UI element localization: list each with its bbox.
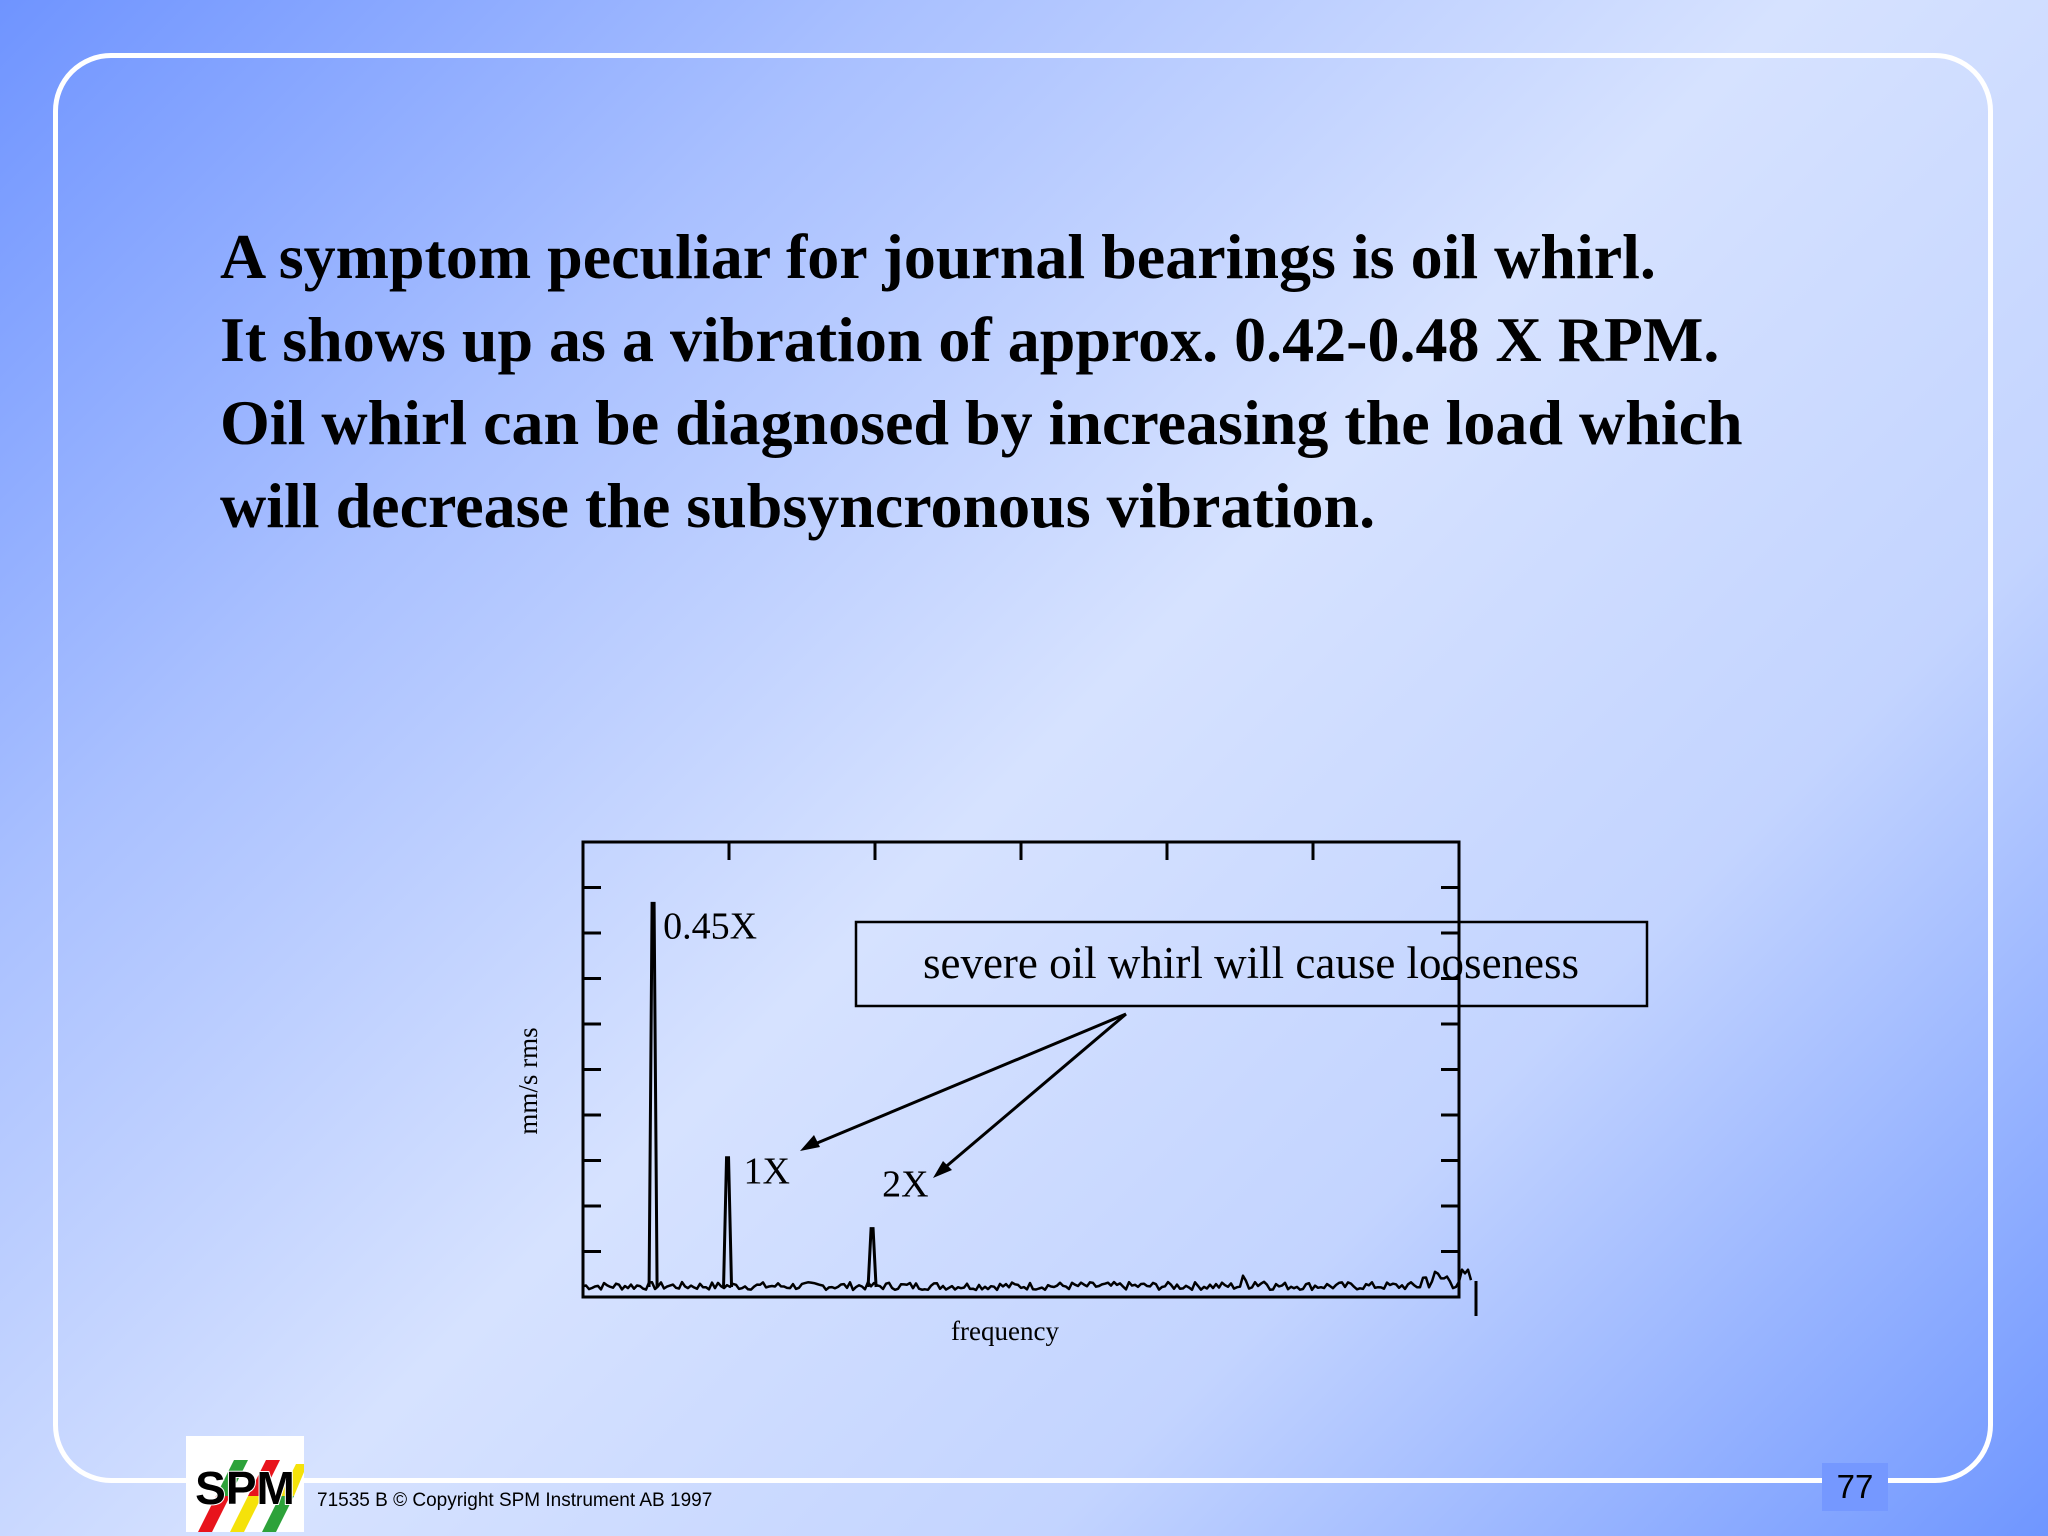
- slide-frame: [53, 53, 1993, 1483]
- annotation-arrows: [800, 1012, 1127, 1178]
- peak-lines: [647, 901, 878, 1288]
- annotation-text: severe oil whirl will cause looseness: [923, 938, 1579, 988]
- logo-text: SPM: [195, 1462, 295, 1514]
- axis-ticks: [583, 842, 1461, 1253]
- annotation-box: [854, 920, 1649, 1008]
- peak-label-1X: 1X: [744, 1151, 790, 1193]
- peak-labels: 0.45X 1X 2X: [663, 905, 928, 1205]
- title-line-1: A symptom peculiar for journal bearings …: [220, 221, 1656, 292]
- peak-0.45X: [647, 901, 659, 1288]
- spm-logo: SPM: [186, 1436, 304, 1532]
- spectrum-noise-line: [581, 1268, 1473, 1292]
- x-axis-label: frequency: [951, 1316, 1059, 1346]
- title-line-4: will decrease the subsyncronous vibratio…: [220, 470, 1376, 541]
- peak-2X: [866, 1227, 878, 1288]
- title-line-2: It shows up as a vibration of approx. 0.…: [220, 304, 1720, 375]
- y-axis-label: mm/s rms: [513, 1027, 543, 1134]
- title-line-3: Oil whirl can be diagnosed by increasing…: [220, 387, 1743, 458]
- slide-title: A symptom peculiar for journal bearings …: [220, 215, 1920, 547]
- peak-1X: [722, 1156, 734, 1288]
- peak-label-0.45X: 0.45X: [663, 905, 757, 947]
- page-number: 77: [1822, 1463, 1888, 1511]
- copyright-footer: 71535 B © Copyright SPM Instrument AB 19…: [317, 1490, 713, 1511]
- peak-label-2X: 2X: [882, 1164, 928, 1206]
